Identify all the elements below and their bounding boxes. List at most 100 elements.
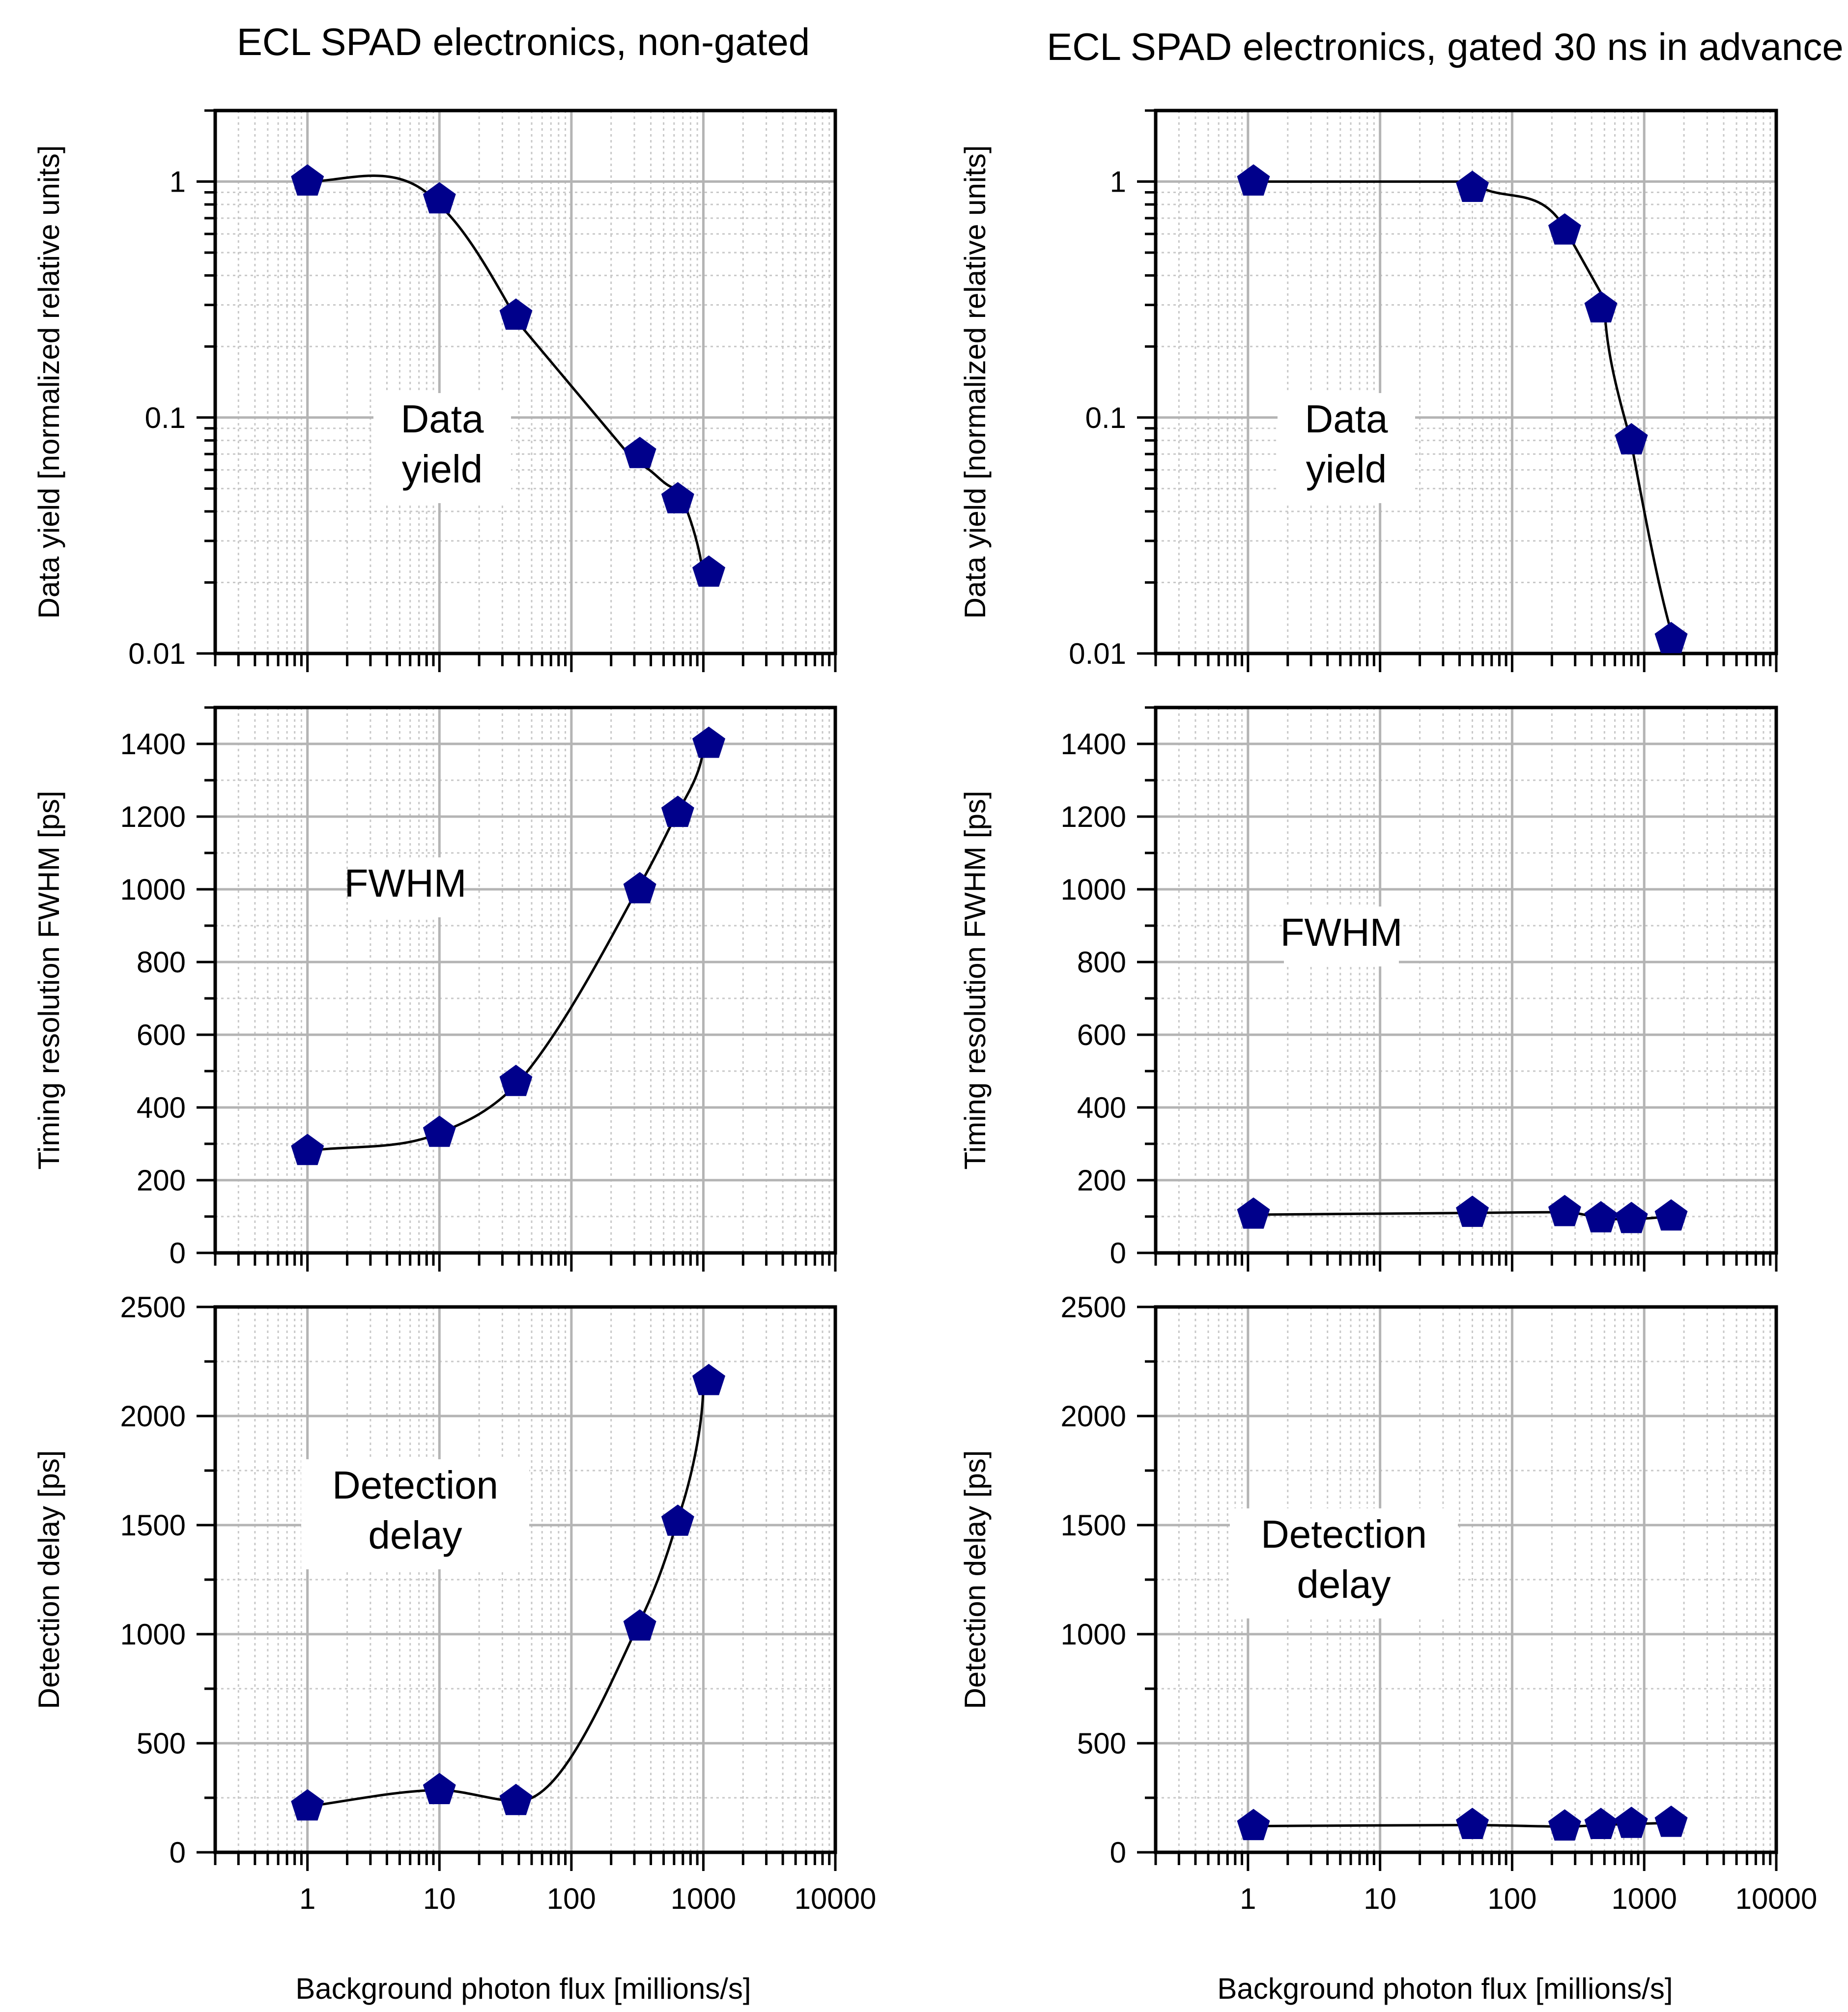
plot-frame: [1154, 706, 1778, 1255]
annotation-backing: [301, 1459, 529, 1569]
x-tick-label: 1000: [1611, 1882, 1677, 1915]
grid-lines: [1156, 708, 1776, 1253]
plot-panel-yield-nongated: Data yield 0.01 0.1 1 Data yield [normalized …: [32, 109, 837, 672]
x-tick-label: 10: [423, 1882, 456, 1915]
annotation-line: FWHM: [344, 861, 467, 905]
data-point: [661, 795, 694, 827]
data-point: [291, 164, 324, 196]
panel-annotation: FWHM: [1280, 907, 1403, 966]
y-tick-label: 0: [1110, 1836, 1126, 1869]
data-point: [423, 182, 456, 214]
x-tick-label: 10000: [1735, 1882, 1818, 1915]
y-tick-label: 0.1: [145, 401, 186, 434]
panel-annotation: Data yield: [1278, 393, 1415, 503]
y-tick-label: 1000: [120, 873, 186, 906]
data-point: [623, 1609, 656, 1641]
y-axis-title: Data yield [normalized relative units]: [959, 145, 992, 619]
plot-frame: [1154, 109, 1778, 655]
y-tick-label: 2500: [120, 1291, 186, 1324]
annotation-line: Data: [1305, 397, 1388, 441]
y-tick-label: 0: [1110, 1237, 1126, 1270]
panel-annotation: Data yield: [373, 393, 511, 503]
y-tick-label: 1500: [120, 1509, 186, 1542]
grid-lines: [215, 111, 835, 653]
x-tick-label: 1: [1240, 1882, 1256, 1915]
y-tick-label: 800: [1077, 946, 1126, 979]
data-point: [291, 1789, 324, 1821]
data-point: [1615, 1201, 1648, 1233]
plot-panel-fwhm-nongated: FWHM 0 200 400 600 800 1000 1200 1400 Timing reso…: [32, 706, 837, 1272]
y-tick-label: 200: [1077, 1164, 1126, 1197]
y-tick-label: 0.1: [1085, 401, 1126, 434]
y-tick-label: 0.01: [1069, 637, 1126, 670]
annotation-line: Data: [401, 397, 484, 441]
y-tick-label: 600: [137, 1019, 186, 1051]
panel-annotation: Detection delay: [1230, 1508, 1458, 1618]
y-tick-label: 2500: [1061, 1291, 1126, 1324]
annotation-line: delay: [368, 1513, 462, 1557]
y-tick-label: 0: [170, 1836, 186, 1869]
data-point: [1654, 1805, 1688, 1837]
data-point: [1456, 170, 1489, 202]
data-point: [499, 1064, 533, 1096]
annotation-backing: [1230, 1508, 1458, 1618]
y-axis-title: Data yield [normalized relative units]: [32, 145, 65, 619]
column-title-left: ECL SPAD electronics, non-gated: [237, 20, 810, 63]
y-tick-label: 2000: [120, 1400, 186, 1433]
x-tick-label: 100: [547, 1882, 596, 1915]
data-point: [623, 436, 656, 468]
x-tick-label: 1000: [671, 1882, 736, 1915]
data-point: [291, 1134, 324, 1165]
grid-lines: [215, 1307, 835, 1852]
x-axis-title-right: Background photon flux [millions/s]: [1217, 1972, 1673, 2005]
data-point: [692, 1363, 726, 1395]
data-point: [661, 482, 694, 513]
y-axis-ticks: [1137, 109, 1156, 655]
annotation-line: delay: [1297, 1562, 1391, 1606]
y-axis-ticks: [1137, 1305, 1156, 1854]
annotation-backing: [348, 857, 463, 917]
y-tick-label: 600: [1077, 1019, 1126, 1051]
x-tick-label: 1: [299, 1882, 315, 1915]
data-point: [1237, 1809, 1270, 1841]
data-point: [1654, 1199, 1688, 1231]
data-point: [1584, 1201, 1618, 1233]
data-point: [1584, 1808, 1618, 1839]
panel-annotation: FWHM: [344, 857, 467, 917]
column-title-right: ECL SPAD electronics, gated 30 ns in adv…: [1047, 25, 1844, 68]
data-point: [1548, 1809, 1581, 1841]
y-tick-label: 400: [137, 1091, 186, 1124]
x-axis-ticks: [1154, 1253, 1778, 1272]
annotation-backing: [1278, 393, 1415, 503]
data-point: [1548, 213, 1581, 245]
data-point: [623, 872, 656, 904]
y-tick-label: 1000: [1061, 1618, 1126, 1651]
x-axis-ticks: [214, 653, 837, 672]
y-axis-ticks: [1137, 706, 1156, 1254]
annotation-line: yield: [402, 447, 483, 491]
x-axis-title-left: Background photon flux [millions/s]: [295, 1972, 751, 2005]
y-tick-label: 1000: [120, 1618, 186, 1651]
data-point: [1584, 291, 1618, 323]
annotation-line: FWHM: [1280, 910, 1403, 954]
plot-panel-delay-gated: Detection delay 1 10 100 1000 10000 0 500 1000 150…: [959, 1291, 1817, 1915]
y-tick-label: 1: [1110, 166, 1126, 198]
annotation-backing: [373, 393, 511, 503]
y-tick-label: 500: [137, 1727, 186, 1760]
plot-frame: [213, 706, 837, 1255]
y-tick-label: 0.01: [128, 637, 186, 670]
data-point: [1237, 164, 1270, 196]
data-point: [1615, 1807, 1648, 1838]
y-tick-label: 200: [137, 1164, 186, 1197]
y-tick-label: 1400: [1061, 728, 1126, 761]
plot-panels: Data yield 0.01 0.1 1 Data yield [normalized …: [32, 109, 1817, 1915]
plot-panel-yield-gated: Data yield 0.01 0.1 1 Data yield [normalized …: [959, 109, 1778, 672]
x-axis-ticks: [214, 1852, 837, 1871]
y-tick-label: 1: [170, 166, 186, 198]
data-point: [499, 1784, 533, 1815]
plot-panel-fwhm-gated: FWHM 0 200 400 600 800 1000 1200 1400 Timing reso…: [959, 706, 1778, 1272]
annotation-backing: [1284, 907, 1399, 966]
y-tick-label: 1000: [1061, 873, 1126, 906]
y-tick-label: 0: [170, 1237, 186, 1270]
